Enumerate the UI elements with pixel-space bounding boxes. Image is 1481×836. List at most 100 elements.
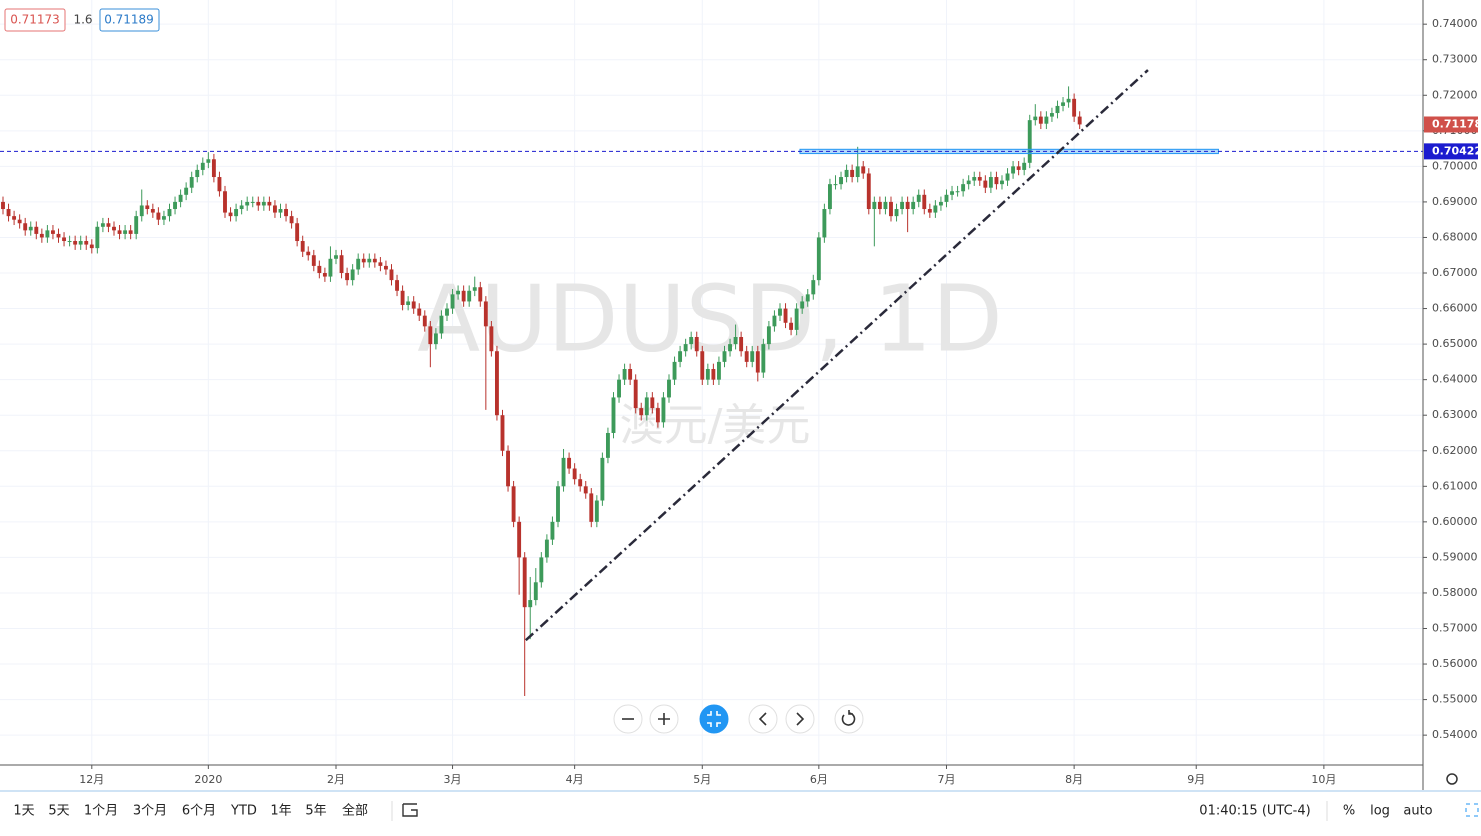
candle-body	[511, 486, 516, 522]
candle-body	[1061, 102, 1065, 106]
candle-body	[528, 600, 533, 608]
candle-body	[211, 159, 216, 178]
candle-body	[694, 336, 699, 352]
scroll-right[interactable]	[785, 704, 815, 734]
scale-option[interactable]: log	[1370, 804, 1390, 819]
candle-body	[800, 301, 805, 309]
candle-body	[977, 177, 982, 181]
scale-option[interactable]: %	[1343, 804, 1355, 819]
candle-body	[927, 209, 932, 213]
y-tick-label: 0.66000	[1432, 302, 1478, 315]
candle-body	[972, 177, 977, 181]
candle-body	[278, 209, 283, 213]
candle-body	[600, 457, 605, 501]
candle-body	[45, 230, 50, 238]
range-button[interactable]: 5天	[48, 804, 69, 819]
range-button[interactable]: 5年	[305, 804, 326, 819]
candle-body	[289, 216, 294, 224]
y-tick-label: 0.68000	[1432, 230, 1478, 243]
candle-body	[389, 269, 394, 281]
settings[interactable]	[1446, 773, 1458, 785]
candle-body	[1038, 116, 1043, 124]
y-tick-label: 0.59000	[1432, 550, 1478, 563]
candle-body	[900, 201, 905, 210]
x-tick-label: 2月	[327, 773, 345, 786]
range-button[interactable]: 1天	[13, 804, 34, 819]
candle-body	[189, 177, 194, 188]
candle-body	[306, 251, 311, 256]
scale-option[interactable]: auto	[1403, 804, 1432, 819]
candle-body	[445, 308, 449, 316]
candle-body	[678, 351, 683, 362]
fullscreen[interactable]	[1465, 803, 1479, 817]
candle-body	[134, 216, 139, 234]
candle-body	[583, 486, 588, 494]
y-tick-label: 0.56000	[1432, 657, 1478, 670]
candle-body	[839, 177, 843, 185]
candle-body	[167, 209, 172, 217]
header-box	[99, 8, 160, 32]
range-button[interactable]: 6个月	[182, 804, 216, 819]
candle-body	[655, 408, 660, 423]
y-tick-label: 0.61000	[1432, 479, 1478, 492]
candle-body	[256, 201, 261, 206]
clock: 01:40:15 (UTC-4)	[1199, 804, 1310, 819]
candle-body	[372, 258, 377, 263]
candle-body	[872, 201, 877, 210]
candle-body	[844, 169, 849, 178]
candle-body	[522, 557, 527, 608]
candle-body	[750, 351, 755, 362]
candle-body	[744, 351, 749, 362]
range-button[interactable]: 全部	[342, 803, 368, 819]
reset[interactable]	[834, 704, 864, 734]
candle-body	[550, 521, 555, 540]
candle-body	[1049, 113, 1054, 117]
level-price-tag	[1424, 143, 1478, 160]
candle-body	[733, 336, 738, 345]
candle-body	[461, 290, 466, 302]
candle-body	[700, 351, 705, 380]
candle-body	[716, 361, 721, 380]
range-button[interactable]: 1年	[270, 804, 291, 819]
date-range-icon[interactable]	[402, 803, 418, 817]
candle-body	[950, 191, 954, 195]
candle-body	[544, 539, 549, 558]
candle-body	[1022, 162, 1027, 170]
candle-body	[1005, 173, 1010, 181]
candle-body	[905, 201, 910, 210]
candle-body	[406, 301, 411, 306]
candle-body	[1000, 180, 1004, 185]
axes: 0.54000 0.55000 0.56000 0.57000 0.58000 0.590…	[79, 17, 1481, 786]
candle-body	[273, 205, 277, 213]
candle-body	[139, 205, 144, 217]
range-button[interactable]: YTD	[230, 804, 257, 819]
candle-body	[383, 265, 388, 270]
candle-body	[334, 255, 338, 259]
candle-body	[300, 241, 305, 252]
watermark: AUDUSD, 1D	[417, 265, 1003, 372]
candle-body	[833, 184, 838, 186]
candle-body	[422, 315, 427, 327]
x-tick-label: 6月	[810, 773, 828, 786]
candle-body	[250, 201, 255, 203]
reset-scale[interactable]	[699, 704, 729, 734]
candle-body	[23, 223, 28, 231]
candle-body	[605, 432, 610, 458]
candle-body	[805, 294, 810, 302]
x-tick-label: 7月	[937, 773, 955, 786]
candle-body	[228, 212, 233, 217]
range-button[interactable]: 3个月	[133, 804, 167, 819]
x-tick-label: 5月	[693, 773, 711, 786]
candle-body	[217, 177, 222, 192]
candle-body	[783, 308, 788, 323]
scroll-left[interactable]	[748, 704, 778, 734]
candle-body	[439, 315, 444, 334]
candle-body	[1066, 98, 1071, 103]
range-button[interactable]: 1个月	[84, 804, 118, 819]
candle-body	[328, 258, 333, 277]
toolbar: 1天 5天 1个月 3个月 6个月 YTD 1年 5年 全部% log auto	[13, 803, 1432, 819]
candle-body	[894, 209, 899, 217]
last-price-tag	[1424, 116, 1478, 133]
y-tick-label: 0.65000	[1432, 337, 1478, 350]
candle-body	[850, 169, 855, 178]
